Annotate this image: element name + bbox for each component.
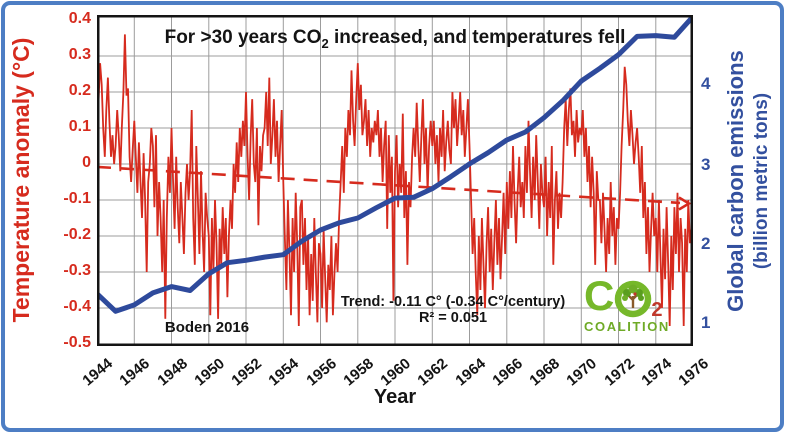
y-left-tick-label: -0.3 [63, 262, 91, 279]
y-left-tick-label: -0.5 [63, 334, 91, 351]
y-right-tick-label: 3 [701, 155, 711, 174]
chart-title-pre: For >30 years CO [164, 27, 322, 48]
y-right-axis-title: Global carbon emissions [723, 50, 748, 312]
trend-dashed-line [97, 165, 681, 205]
trend-annotation-line1: Trend: -0.11 C° (-0.34 C°/century) [340, 294, 566, 310]
chart-title-post: increased, and temperatures fell [328, 27, 626, 48]
logo-letter-c: C [584, 272, 614, 319]
y-right-axis-subtitle: (billion metric tons) [751, 92, 772, 270]
y-left-tick-label: -0.4 [63, 298, 91, 315]
co2-coalition-logo-top: C 2 [584, 272, 694, 322]
emissions-series-line [97, 15, 693, 314]
y-right-tick-label: 2 [701, 234, 711, 253]
source-annotation: Boden 2016 [164, 319, 250, 336]
y-left-axis-title: Temperature anomaly (°C) [8, 37, 34, 323]
y-right-tick-label: 4 [701, 74, 711, 93]
chart-title-subscript: 2 [321, 36, 329, 51]
logo-coalition-text: COALITION [584, 319, 670, 334]
y-left-tick-label: 0.3 [68, 46, 91, 63]
plot-border [97, 15, 693, 346]
y-right-tick-label: 1 [701, 313, 711, 332]
logo-tree-in-o-icon [615, 280, 652, 318]
chart-title: For >30 years CO2 increased, and tempera… [97, 27, 693, 51]
y-left-tick-label: -0.1 [63, 190, 91, 207]
y-left-tick-label: 0 [82, 154, 91, 171]
y-left-tick-label: 0.1 [68, 118, 91, 135]
co2-coalition-logo: C 2 COALITION [584, 272, 694, 335]
trend-annotation-line2: R² = 0.051 [418, 310, 488, 326]
x-axis-title: Year [373, 386, 417, 408]
logo-subscript-2: 2 [651, 299, 663, 321]
y-left-tick-label: -0.2 [63, 226, 91, 243]
y-left-tick-label: 0.2 [68, 82, 91, 99]
plot-area [97, 15, 693, 346]
temperature-series-line [97, 34, 693, 327]
y-left-tick-label: 0.4 [68, 10, 91, 27]
trend-annotation: Trend: -0.11 C° (-0.34 C°/century) R² = … [327, 294, 579, 326]
